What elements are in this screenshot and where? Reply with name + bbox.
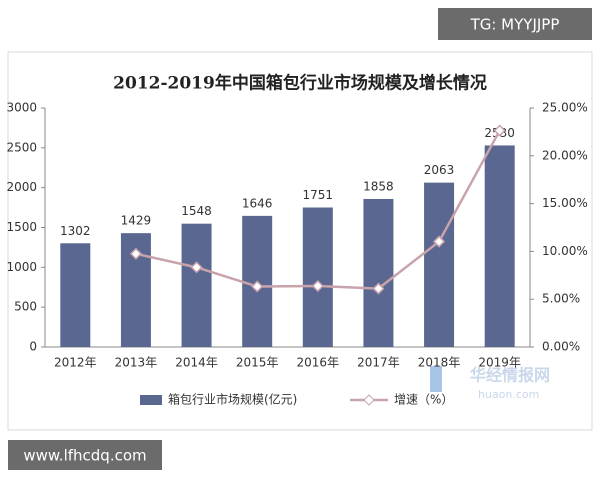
legend-swatch — [140, 395, 162, 405]
x-tick-label: 2012年 — [54, 356, 97, 370]
line-marker — [493, 124, 506, 137]
bar — [181, 223, 212, 347]
watermark-text: TG: MYYJJPP — [470, 16, 560, 34]
y2-tick-label: 0.00% — [542, 340, 580, 354]
y2-tick-label: 25.00% — [542, 101, 588, 115]
y2-tick-label: 20.00% — [542, 148, 588, 162]
x-tick-label: 2014年 — [175, 356, 218, 370]
line-marker — [129, 247, 142, 260]
y2-tick-label: 15.00% — [542, 196, 588, 210]
y-tick-label: 2000 — [6, 180, 37, 194]
x-tick-label: 2016年 — [297, 356, 340, 370]
watermark-text: www.lfhcdq.com — [23, 447, 146, 465]
logo-url: huaon.com — [478, 388, 539, 401]
bar — [484, 145, 515, 347]
y-tick-label: 1500 — [6, 220, 37, 234]
y2-tick-label: 5.00% — [542, 292, 580, 306]
chart-title: 2012-2019年中国箱包行业市场规模及增长情况 — [113, 73, 487, 94]
line-marker — [372, 282, 385, 295]
y-tick-label: 3000 — [6, 101, 37, 115]
bar — [60, 243, 91, 347]
x-tick-label: 2019年 — [478, 356, 521, 370]
y-tick-label: 500 — [14, 300, 37, 314]
x-tick-label: 2013年 — [115, 356, 158, 370]
data-label: 1548 — [181, 204, 212, 218]
bar — [424, 182, 455, 347]
legend-label: 增速（%） — [394, 393, 453, 407]
y-tick-label: 2500 — [6, 140, 37, 154]
x-tick-label: 2018年 — [418, 356, 461, 370]
data-label: 1429 — [121, 214, 152, 228]
data-label: 2063 — [424, 163, 455, 177]
line-marker — [311, 279, 324, 293]
x-tick-label: 2015年 — [236, 356, 279, 370]
line-marker — [190, 261, 203, 274]
logo-text: 华经情报网 — [470, 366, 550, 385]
data-label: 1646 — [242, 196, 273, 210]
x-tick-label: 2017年 — [357, 356, 400, 370]
bar — [363, 198, 394, 347]
watermark-box — [438, 8, 592, 40]
data-label: 1302 — [60, 224, 91, 238]
data-label: 1751 — [303, 188, 334, 202]
y-tick-label: 1000 — [6, 260, 37, 274]
y-tick-label: 0 — [29, 340, 37, 354]
line-marker — [251, 280, 264, 293]
y2-tick-label: 10.00% — [542, 244, 588, 258]
logo-icon — [430, 366, 442, 392]
bar — [302, 207, 333, 347]
legend-swatch — [363, 394, 375, 406]
line-marker — [433, 235, 446, 248]
watermark-box — [8, 440, 162, 470]
data-label: 1858 — [363, 179, 394, 193]
legend-label: 箱包行业市场规模(亿元) — [168, 392, 297, 407]
